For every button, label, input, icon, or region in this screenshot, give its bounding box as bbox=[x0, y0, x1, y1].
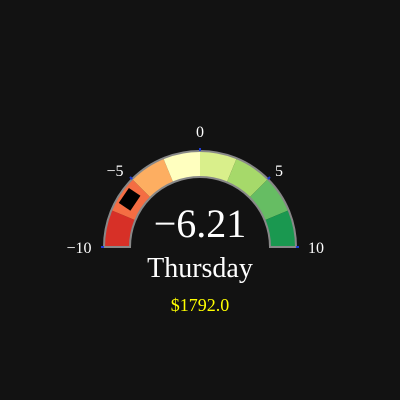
gauge-ticks bbox=[101, 148, 299, 248]
gauge-needle-marker bbox=[118, 187, 141, 211]
gauge-outline bbox=[102, 150, 298, 248]
tick-label-plus-5: 5 bbox=[275, 163, 283, 180]
tick-label-min: −10 bbox=[66, 240, 91, 257]
amount-label: $1792.0 bbox=[171, 295, 230, 315]
gauge-tick-mark bbox=[129, 176, 133, 180]
gauge-value: −6.21 bbox=[154, 201, 247, 246]
gauge-segment bbox=[163, 151, 200, 183]
gauge-segment bbox=[132, 158, 174, 198]
tick-label-minus-5: −5 bbox=[106, 163, 123, 180]
tick-label-zero: 0 bbox=[196, 124, 204, 141]
tick-label-max: 10 bbox=[308, 240, 324, 257]
gauge-segment bbox=[249, 179, 289, 221]
gauge-segment bbox=[104, 210, 136, 247]
gauge-needle bbox=[118, 187, 141, 211]
gauge-outline-path bbox=[102, 150, 298, 248]
gauge-tick-mark bbox=[267, 176, 271, 180]
gauge-segment bbox=[264, 210, 296, 247]
gauge-segments bbox=[104, 151, 296, 247]
gauge-segment bbox=[200, 151, 237, 183]
day-label: Thursday bbox=[147, 253, 253, 284]
gauge-segment bbox=[226, 158, 268, 198]
